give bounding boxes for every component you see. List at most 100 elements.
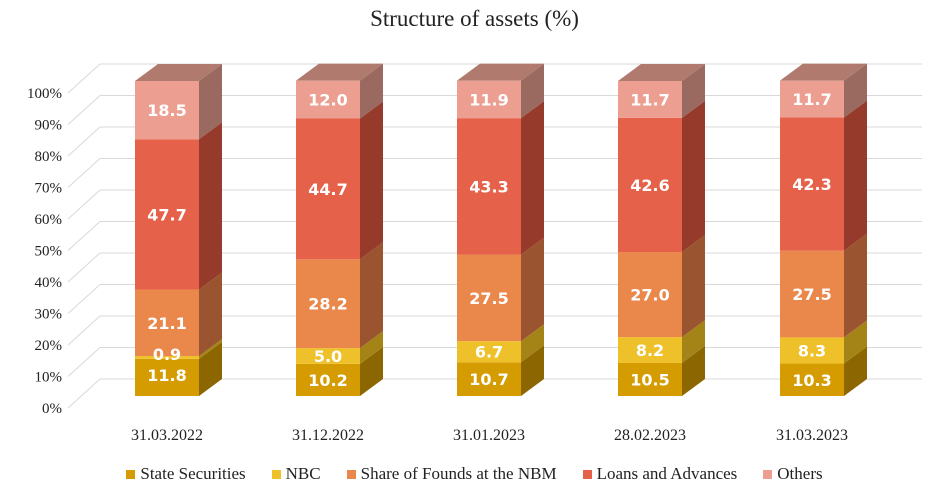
gridline-floor bbox=[67, 347, 101, 377]
bar-side-state-securities bbox=[844, 346, 867, 396]
data-label: 27.0 bbox=[630, 286, 669, 305]
bar-segment-others bbox=[618, 81, 682, 118]
data-label: 44.7 bbox=[308, 180, 347, 199]
data-label: 27.5 bbox=[469, 289, 508, 308]
y-tick-label: 40% bbox=[35, 275, 63, 291]
legend-item: Share of Founds at the NBM bbox=[346, 464, 557, 484]
y-tick-label: 60% bbox=[35, 212, 63, 228]
bar-segment-share-of-founds-at-the-nbm bbox=[780, 250, 844, 338]
legend-item: Loans and Advances bbox=[582, 464, 738, 484]
legend-label: NBC bbox=[285, 464, 321, 483]
bar-side-nbc bbox=[521, 324, 544, 363]
bar-side-others bbox=[360, 63, 383, 119]
bar-segment-nbc bbox=[780, 337, 844, 364]
bar-segment-share-of-founds-at-the-nbm bbox=[135, 289, 199, 356]
bar-segment-others bbox=[457, 80, 521, 119]
bar-segment-loans-and-advances bbox=[135, 139, 199, 290]
bar-segment-others bbox=[296, 80, 360, 119]
bar-side-loans-and-advances bbox=[360, 101, 383, 260]
data-label: 6.7 bbox=[475, 343, 503, 362]
data-label: 11.9 bbox=[469, 90, 508, 109]
data-label: 12.0 bbox=[308, 91, 347, 110]
data-label: 10.3 bbox=[792, 371, 831, 390]
data-label: 0.9 bbox=[153, 345, 181, 364]
data-label: 5.0 bbox=[314, 347, 342, 366]
bar-side-nbc bbox=[844, 320, 867, 364]
legend-label: Others bbox=[777, 464, 823, 483]
bar-side-others bbox=[682, 64, 705, 118]
legend: State Securities NBC Share of Founds at th… bbox=[0, 464, 949, 484]
bar-side-share-of-founds-at-the-nbm bbox=[199, 272, 222, 356]
y-tick-label: 10% bbox=[35, 370, 63, 386]
bar-top bbox=[618, 64, 705, 81]
gridline-floor bbox=[67, 284, 101, 314]
legend-swatch bbox=[763, 469, 773, 479]
bar-segment-nbc bbox=[135, 355, 199, 359]
gridline-floor bbox=[67, 315, 101, 346]
bar-side-loans-and-advances bbox=[682, 100, 705, 253]
chart-title: Structure of assets (%) bbox=[370, 6, 579, 31]
data-label: 10.7 bbox=[469, 370, 508, 389]
bar-segment-loans-and-advances bbox=[296, 118, 360, 260]
bar-side-others bbox=[521, 63, 544, 119]
x-tick-label: 31.01.2023 bbox=[453, 427, 525, 444]
bar-segment-share-of-founds-at-the-nbm bbox=[618, 252, 682, 338]
gridline-floor bbox=[67, 158, 101, 188]
legend-label: State Securities bbox=[140, 464, 246, 483]
bar-segment-loans-and-advances bbox=[457, 118, 521, 255]
legend-swatch bbox=[126, 469, 136, 479]
bar-side-state-securities bbox=[521, 345, 544, 396]
data-label: 47.7 bbox=[147, 205, 186, 224]
legend-swatch bbox=[346, 469, 356, 479]
y-tick-label: 20% bbox=[35, 338, 63, 354]
x-tick-label: 31.03.2022 bbox=[131, 427, 203, 444]
y-tick-label: 70% bbox=[35, 181, 63, 197]
bar-top bbox=[457, 63, 544, 81]
bar-side-nbc bbox=[682, 320, 705, 363]
data-label: 21.1 bbox=[147, 314, 186, 333]
bar-segment-state-securities bbox=[135, 358, 199, 396]
legend-item: State Securities bbox=[126, 464, 246, 484]
legend-item: Others bbox=[763, 464, 823, 484]
y-tick-label: 30% bbox=[35, 307, 63, 323]
bar-segment-nbc bbox=[618, 337, 682, 363]
bar-segment-state-securities bbox=[618, 362, 682, 396]
x-tick-label: 28.02.2023 bbox=[614, 427, 686, 444]
data-label: 42.6 bbox=[630, 176, 669, 195]
legend-label: Loans and Advances bbox=[596, 464, 738, 483]
gridline-floor bbox=[67, 378, 101, 409]
data-label: 43.3 bbox=[469, 177, 508, 196]
data-label: 18.5 bbox=[147, 101, 186, 120]
bar-segment-state-securities bbox=[457, 362, 521, 396]
bar-side-share-of-founds-at-the-nbm bbox=[844, 233, 867, 338]
bar-side-state-securities bbox=[199, 341, 222, 396]
legend-label: Share of Founds at the NBM bbox=[360, 464, 557, 483]
bar-segment-nbc bbox=[457, 341, 521, 363]
plot-area: 0% 10% 20% 30% 40% 50% 60% 70% 80% 90% 100% 11.8 0.9… bbox=[27, 63, 922, 444]
bar-segment-nbc bbox=[296, 348, 360, 364]
data-label: 11.7 bbox=[792, 90, 831, 109]
data-label: 11.8 bbox=[147, 366, 186, 385]
data-label: 8.3 bbox=[798, 341, 826, 360]
legend-swatch bbox=[582, 469, 592, 479]
bar-segment-state-securities bbox=[296, 363, 360, 396]
bar-segment-share-of-founds-at-the-nbm bbox=[457, 254, 521, 342]
bar-side-nbc bbox=[360, 331, 383, 364]
bar-side-loans-and-advances bbox=[844, 100, 867, 251]
bar-side-nbc bbox=[199, 338, 222, 359]
data-label: 11.7 bbox=[630, 90, 669, 109]
bar-top bbox=[780, 63, 867, 81]
y-tick-label: 0% bbox=[42, 401, 62, 417]
y-tick-label: 80% bbox=[35, 149, 63, 165]
y-tick-label: 100% bbox=[27, 86, 62, 102]
y-tick-label: 50% bbox=[35, 244, 63, 260]
bar-side-others bbox=[199, 64, 222, 140]
gridline-floor bbox=[67, 252, 101, 283]
data-label: 27.5 bbox=[792, 285, 831, 304]
bar-side-share-of-founds-at-the-nbm bbox=[360, 242, 383, 349]
bar-side-share-of-founds-at-the-nbm bbox=[682, 235, 705, 338]
legend-swatch bbox=[271, 469, 281, 479]
x-tick-label: 31.03.2023 bbox=[776, 427, 848, 444]
gridline-floor bbox=[67, 126, 101, 157]
data-label: 10.5 bbox=[630, 370, 669, 389]
